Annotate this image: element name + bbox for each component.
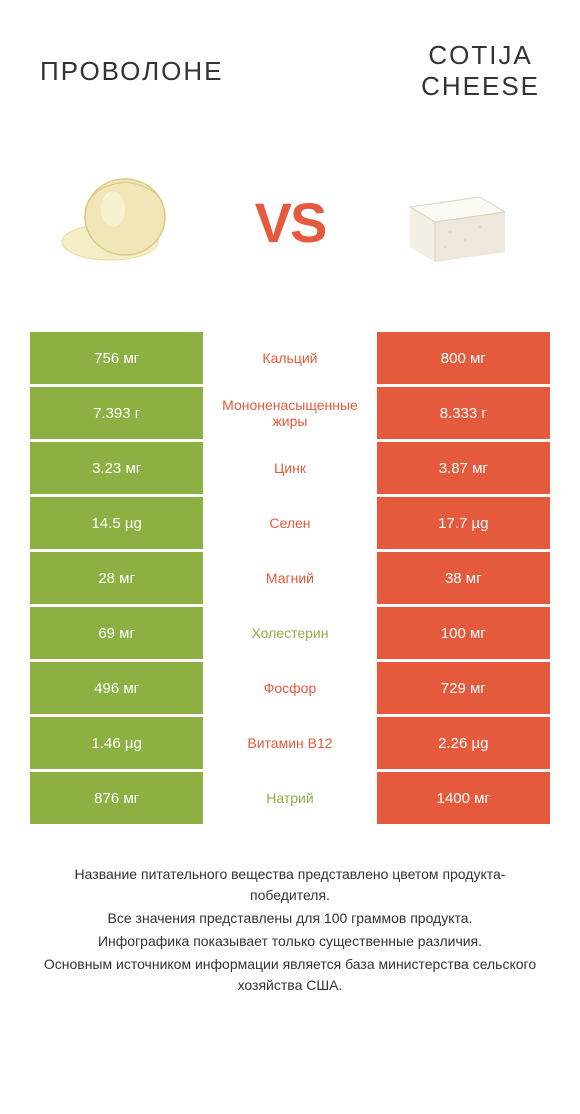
cell-left-value: 28 мг bbox=[30, 552, 203, 604]
cell-left-value: 7.393 г bbox=[30, 387, 203, 439]
cell-right-value: 729 мг bbox=[377, 662, 550, 714]
vs-section: VS bbox=[30, 162, 550, 282]
cell-left-value: 756 мг bbox=[30, 332, 203, 384]
title-right-line1: Cotija bbox=[421, 40, 540, 71]
cell-right-value: 2.26 µg bbox=[377, 717, 550, 769]
cell-nutrient-label: Холестерин bbox=[203, 607, 376, 659]
cell-left-value: 69 мг bbox=[30, 607, 203, 659]
table-row: 14.5 µgСелен17.7 µg bbox=[30, 497, 550, 549]
table-row: 1.46 µgВитамин B122.26 µg bbox=[30, 717, 550, 769]
provolone-image bbox=[50, 162, 200, 282]
cell-nutrient-label: Натрий bbox=[203, 772, 376, 824]
title-left: Проволоне bbox=[40, 56, 224, 87]
table-row: 69 мгХолестерин100 мг bbox=[30, 607, 550, 659]
table-row: 7.393 гМононенасыщенные жиры8.333 г bbox=[30, 387, 550, 439]
footer-line1: Название питательного вещества представл… bbox=[40, 864, 540, 906]
cell-nutrient-label: Кальций bbox=[203, 332, 376, 384]
footer: Название питательного вещества представл… bbox=[30, 864, 550, 996]
cell-left-value: 3.23 мг bbox=[30, 442, 203, 494]
table-row: 3.23 мгЦинк3.87 мг bbox=[30, 442, 550, 494]
cell-right-value: 100 мг bbox=[377, 607, 550, 659]
footer-line4: Основным источником информации является … bbox=[40, 954, 540, 996]
footer-line3: Инфографика показывает только существенн… bbox=[40, 931, 540, 952]
cotija-image bbox=[380, 162, 530, 282]
comparison-table: 756 мгКальций800 мг7.393 гМононенасыщенн… bbox=[30, 332, 550, 824]
cell-right-value: 1400 мг bbox=[377, 772, 550, 824]
title-right: Cotija cheese bbox=[421, 40, 540, 102]
footer-line2: Все значения представлены для 100 граммо… bbox=[40, 908, 540, 929]
cell-nutrient-label: Магний bbox=[203, 552, 376, 604]
title-right-line2: cheese bbox=[421, 71, 540, 102]
cell-nutrient-label: Цинк bbox=[203, 442, 376, 494]
cell-right-value: 3.87 мг bbox=[377, 442, 550, 494]
vs-text: VS bbox=[255, 190, 326, 255]
table-row: 756 мгКальций800 мг bbox=[30, 332, 550, 384]
cell-left-value: 1.46 µg bbox=[30, 717, 203, 769]
cell-right-value: 38 мг bbox=[377, 552, 550, 604]
cell-nutrient-label: Селен bbox=[203, 497, 376, 549]
table-row: 496 мгФосфор729 мг bbox=[30, 662, 550, 714]
cell-left-value: 876 мг bbox=[30, 772, 203, 824]
cell-left-value: 496 мг bbox=[30, 662, 203, 714]
cell-left-value: 14.5 µg bbox=[30, 497, 203, 549]
cell-right-value: 17.7 µg bbox=[377, 497, 550, 549]
cell-nutrient-label: Витамин B12 bbox=[203, 717, 376, 769]
table-row: 876 мгНатрий1400 мг bbox=[30, 772, 550, 824]
header: Проволоне Cotija cheese bbox=[30, 20, 550, 122]
cell-nutrient-label: Мононенасыщенные жиры bbox=[203, 387, 376, 439]
cell-right-value: 8.333 г bbox=[377, 387, 550, 439]
cell-nutrient-label: Фосфор bbox=[203, 662, 376, 714]
cell-right-value: 800 мг bbox=[377, 332, 550, 384]
table-row: 28 мгМагний38 мг bbox=[30, 552, 550, 604]
